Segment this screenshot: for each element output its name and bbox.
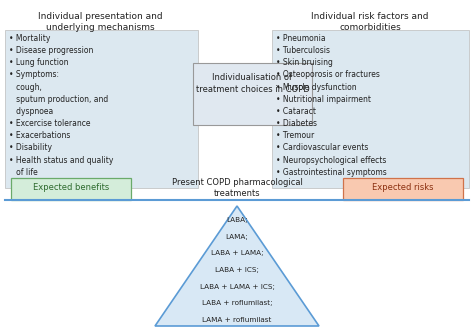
FancyBboxPatch shape xyxy=(5,30,198,188)
Text: LABA + roflumilast;: LABA + roflumilast; xyxy=(202,300,272,306)
Text: Individualisation of
treatment choices in COPD: Individualisation of treatment choices i… xyxy=(196,73,310,94)
Text: LABA;: LABA; xyxy=(226,217,248,223)
Polygon shape xyxy=(155,206,319,326)
Text: Individual risk factors and
comorbidities: Individual risk factors and comorbiditie… xyxy=(311,12,429,32)
Text: LABA + LAMA;: LABA + LAMA; xyxy=(211,250,263,256)
Text: LAMA + roflumilast: LAMA + roflumilast xyxy=(202,317,272,323)
Text: Present COPD pharmacological
treatments: Present COPD pharmacological treatments xyxy=(172,178,302,198)
FancyBboxPatch shape xyxy=(343,178,463,200)
FancyBboxPatch shape xyxy=(11,178,131,200)
Text: LABA + ICS;: LABA + ICS; xyxy=(215,267,259,273)
Text: • Pneumonia
• Tuberculosis
• Skin bruising
• Osteoporosis or fractures
• Muscle : • Pneumonia • Tuberculosis • Skin bruisi… xyxy=(276,34,387,177)
Text: • Mortality
• Disease progression
• Lung function
• Symptoms:
   cough,
   sputu: • Mortality • Disease progression • Lung… xyxy=(9,34,113,177)
Text: LABA + LAMA + ICS;: LABA + LAMA + ICS; xyxy=(200,284,274,290)
FancyBboxPatch shape xyxy=(272,30,469,188)
Text: Expected risks: Expected risks xyxy=(372,183,434,192)
Text: Individual presentation and
underlying mechanisms: Individual presentation and underlying m… xyxy=(38,12,162,32)
Text: Expected benefits: Expected benefits xyxy=(33,183,109,192)
FancyBboxPatch shape xyxy=(193,63,312,125)
Text: LAMA;: LAMA; xyxy=(226,234,248,240)
